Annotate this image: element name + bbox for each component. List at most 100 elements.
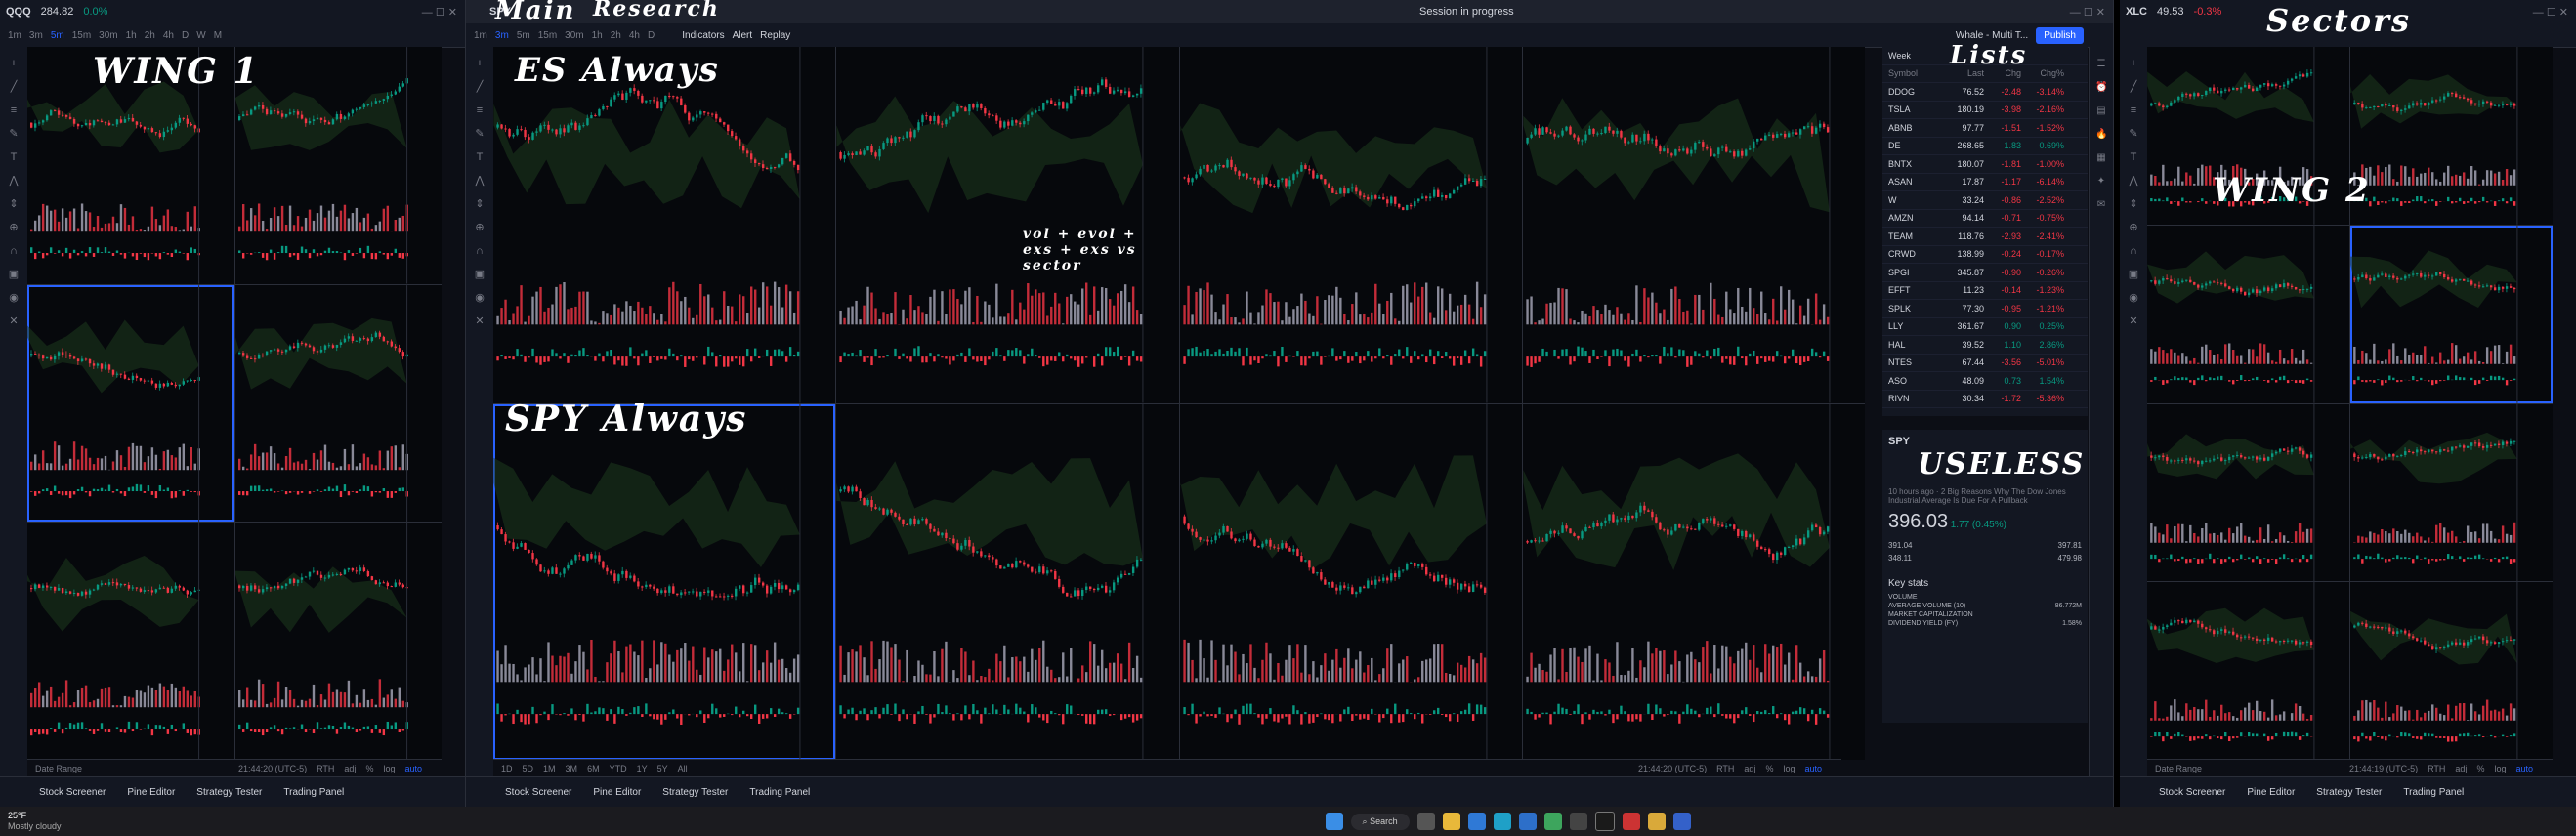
adj-toggle[interactable]: adj	[1744, 764, 1756, 773]
publish-button[interactable]: Publish	[2036, 26, 2084, 44]
tf-1m[interactable]: 1m	[8, 29, 21, 41]
watchlist-row[interactable]: TSLA 180.19 -3.98 -2.16%	[1882, 102, 2088, 119]
tf-15m[interactable]: 15m	[537, 29, 558, 41]
column-last[interactable]: Last	[1966, 68, 1984, 79]
main-symbol[interactable]: SPY	[489, 6, 512, 18]
chat-icon[interactable]: ✉	[2096, 199, 2106, 210]
watchlist-row[interactable]: ABNB 97.77 -1.51 -1.52%	[1882, 119, 2088, 138]
watchlist-row[interactable]: ASAN 17.87 -1.17 -6.14%	[1882, 174, 2088, 191]
tab-stock-screener[interactable]: Stock Screener	[39, 786, 106, 798]
magnet-icon[interactable]: ∩	[476, 245, 484, 257]
watchlist-row[interactable]: DDOG 76.52 -2.48 -3.14%	[1882, 83, 2088, 102]
brush-icon[interactable]: ✎	[475, 128, 485, 140]
trash-icon[interactable]: ✕	[2129, 315, 2138, 327]
text-icon[interactable]: T	[476, 151, 484, 163]
text-icon[interactable]: T	[2130, 151, 2137, 163]
chart-pane[interactable]	[2147, 47, 2349, 225]
window-controls-icon[interactable]: — ☐ ✕	[421, 6, 457, 19]
watchlist-row[interactable]: BNTX 180.07 -1.81 -1.00%	[1882, 155, 2088, 174]
brush-icon[interactable]: ✎	[2129, 128, 2138, 140]
magnet-icon[interactable]: ∩	[10, 245, 18, 257]
auto-toggle[interactable]: auto	[404, 764, 422, 773]
watchlist-icon[interactable]: ☰	[2096, 59, 2106, 69]
magnet-icon[interactable]: ∩	[2130, 245, 2137, 257]
watchlist-row[interactable]: AMZN 94.14 -0.71 -0.75%	[1882, 210, 2088, 228]
trendline-icon[interactable]: ╱	[2130, 81, 2137, 93]
tf-30m[interactable]: 30m	[99, 29, 118, 41]
chart-pane[interactable]	[2147, 403, 2349, 582]
window-controls-icon[interactable]: — ☐ ✕	[2532, 6, 2568, 19]
watchlist-row[interactable]: ASO 48.09 0.73 1.54%	[1882, 372, 2088, 391]
fib-icon[interactable]: ≡	[476, 104, 484, 116]
chart-pane[interactable]	[836, 47, 1179, 403]
data-window-icon[interactable]: ▤	[2096, 105, 2106, 116]
measure-icon[interactable]: ⇕	[475, 198, 485, 210]
alert-button[interactable]: Alert	[732, 29, 753, 41]
crosshair-icon[interactable]: +	[476, 58, 484, 69]
tf-d[interactable]: D	[648, 29, 655, 41]
range-1y[interactable]: 1Y	[636, 764, 648, 773]
tab-strategy-tester[interactable]: Strategy Tester	[196, 786, 263, 798]
chart-pane[interactable]	[2350, 225, 2553, 403]
window-controls-icon[interactable]: — ☐ ✕	[2069, 6, 2105, 19]
tf-d[interactable]: D	[182, 29, 190, 41]
tf-1h[interactable]: 1h	[591, 29, 603, 41]
pattern-icon[interactable]: ⋀	[2129, 175, 2138, 187]
lock-icon[interactable]: ▣	[8, 269, 20, 280]
chart-pane[interactable]	[1179, 403, 1522, 760]
date-range-button[interactable]: Date Range	[35, 764, 83, 773]
measure-icon[interactable]: ⇕	[9, 198, 19, 210]
tf-m[interactable]: M	[213, 29, 223, 41]
trash-icon[interactable]: ✕	[9, 315, 19, 327]
range-1d[interactable]: 1D	[501, 764, 513, 773]
watchlist-row[interactable]: DE 268.65 1.83 0.69%	[1882, 138, 2088, 155]
tab-stock-screener[interactable]: Stock Screener	[505, 786, 572, 798]
indicators-button[interactable]: Indicators	[682, 29, 725, 41]
chart-pane[interactable]	[27, 522, 234, 760]
log-toggle[interactable]: log	[383, 764, 396, 773]
zoom-icon[interactable]: ⊕	[2129, 222, 2138, 233]
chart-pane[interactable]	[2350, 47, 2553, 225]
pattern-icon[interactable]: ⋀	[475, 175, 485, 187]
chart-pane[interactable]	[2147, 582, 2349, 760]
measure-icon[interactable]: ⇕	[2129, 198, 2138, 210]
watchlist-row[interactable]: SPGI 345.87 -0.90 -0.26%	[1882, 264, 2088, 282]
right-symbol[interactable]: XLC	[2126, 6, 2147, 18]
chart-pane[interactable]	[27, 47, 234, 284]
watchlist-row[interactable]: RIVN 30.34 -1.72 -5.36%	[1882, 391, 2088, 408]
trendline-icon[interactable]: ╱	[10, 81, 18, 93]
range-3m[interactable]: 3M	[565, 764, 578, 773]
range-ytd[interactable]: YTD	[609, 764, 627, 773]
left-symbol[interactable]: QQQ	[6, 6, 31, 18]
watchlist-group-label[interactable]: Week	[1888, 50, 1911, 61]
tf-4h[interactable]: 4h	[628, 29, 640, 41]
chart-pane[interactable]	[493, 47, 836, 403]
left-window-titlebar[interactable]: QQQ 284.82 0.0% — ☐ ✕	[0, 0, 465, 24]
tf-3m[interactable]: 3m	[28, 29, 43, 41]
session-button[interactable]: RTH	[1716, 764, 1735, 773]
crosshair-icon[interactable]: +	[10, 58, 18, 69]
ideas-icon[interactable]: ✦	[2096, 176, 2106, 187]
watchlist-row[interactable]: LLY 361.67 0.90 0.25%	[1882, 318, 2088, 336]
log-toggle[interactable]: log	[1783, 764, 1795, 773]
column-chg[interactable]: Chg	[2005, 68, 2021, 79]
tf-5m[interactable]: 5m	[50, 29, 64, 41]
tf-2h[interactable]: 2h	[610, 29, 621, 41]
tab-trading-panel[interactable]: Trading Panel	[749, 786, 811, 798]
tf-2h[interactable]: 2h	[144, 29, 155, 41]
adj-toggle[interactable]: adj	[344, 764, 357, 773]
crosshair-icon[interactable]: +	[2130, 58, 2137, 69]
chart-pane[interactable]	[1179, 47, 1522, 403]
alerts-icon[interactable]: ⏰	[2095, 82, 2108, 93]
trendline-icon[interactable]: ╱	[476, 81, 484, 93]
replay-button[interactable]: Replay	[760, 29, 791, 41]
trash-icon[interactable]: ✕	[475, 315, 485, 327]
tab-trading-panel[interactable]: Trading Panel	[283, 786, 345, 798]
range-1m[interactable]: 1M	[543, 764, 556, 773]
watchlist-row[interactable]: CRWD 138.99 -0.24 -0.17%	[1882, 246, 2088, 264]
main-window-titlebar[interactable]: SPY Session in progress — ☐ ✕	[466, 0, 2113, 24]
tf-w[interactable]: W	[196, 29, 206, 41]
chart-pane[interactable]	[836, 403, 1179, 760]
watchlist-row[interactable]: SPLK 77.30 -0.95 -1.21%	[1882, 300, 2088, 318]
eye-icon[interactable]: ◉	[9, 292, 19, 304]
